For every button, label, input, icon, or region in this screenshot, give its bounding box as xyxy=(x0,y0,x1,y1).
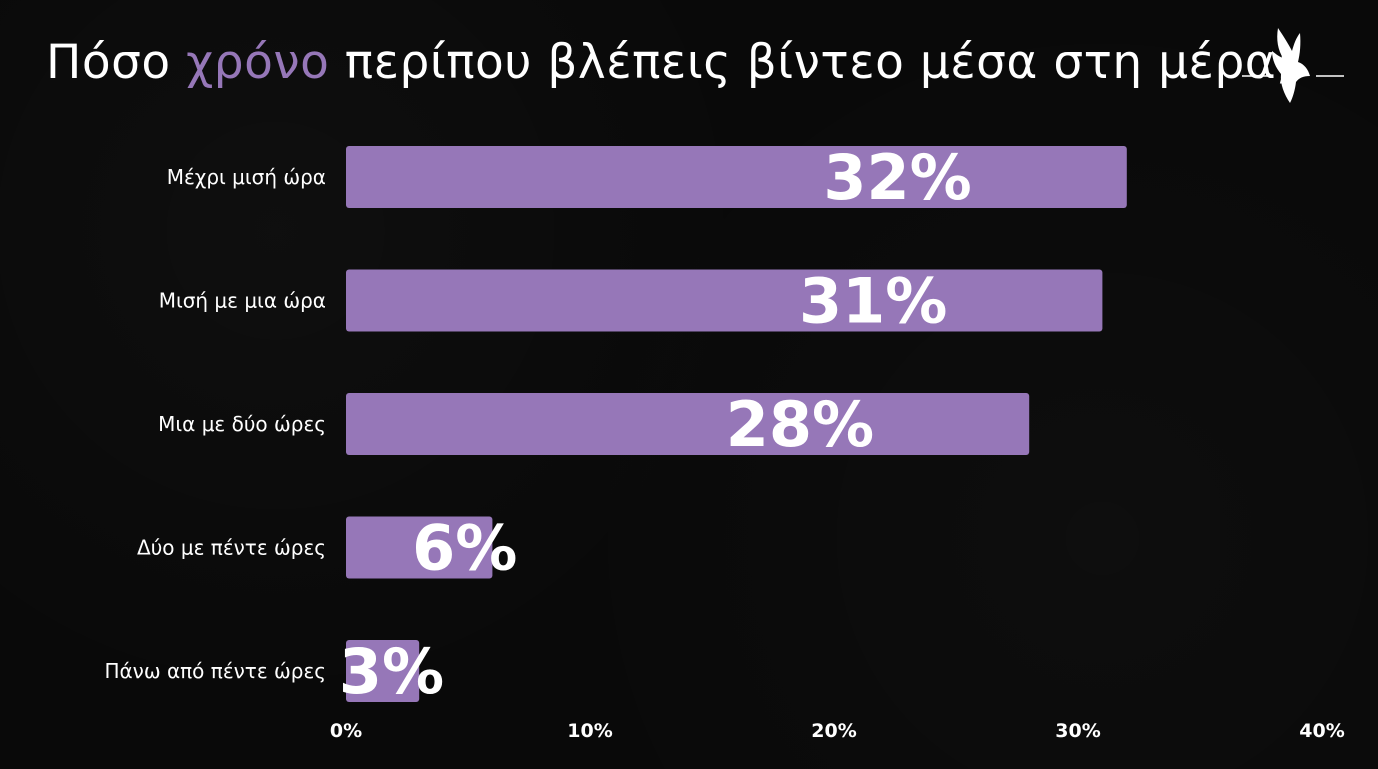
category-label: Μέχρι μισή ώρα xyxy=(167,165,326,189)
value-label: 3% xyxy=(339,635,444,708)
category-labels: Μέχρι μισή ώρα Μισή με μια ώρα Μια με δύο … xyxy=(104,165,326,683)
bars-layer xyxy=(346,146,1127,702)
bar-5 xyxy=(346,640,420,702)
category-label: Δύο με πέντε ώρες xyxy=(137,536,326,560)
title-end: περίπου βλέπεις βίντεο μέσα στη μέρα; xyxy=(344,35,1293,90)
category-label: Μισή με μια ώρα xyxy=(159,289,326,313)
title-accent-word: χρόνο xyxy=(186,35,330,90)
x-tick-label: 30% xyxy=(1055,720,1100,742)
x-tick-label: 40% xyxy=(1299,720,1344,742)
value-label: 6% xyxy=(412,512,517,585)
value-label: 28% xyxy=(726,388,874,461)
value-labels: 32% 31% 28% 6% 3% xyxy=(339,141,972,708)
bar-3 xyxy=(346,393,1030,455)
bar-4 xyxy=(346,516,493,579)
x-tick-label: 20% xyxy=(811,720,856,742)
bar-1 xyxy=(346,146,1127,208)
value-label: 31% xyxy=(799,265,947,338)
wing-icon xyxy=(1242,28,1344,103)
value-label: 32% xyxy=(823,141,971,214)
page-title: Πόσο χρόνο περίπου βλέπεις βίντεο μέσα σ… xyxy=(46,30,1293,96)
bar-2 xyxy=(346,269,1103,332)
category-label: Μια με δύο ώρες xyxy=(158,412,326,436)
x-tick-label: 10% xyxy=(567,720,612,742)
x-axis-ticks: 0% 10% 20% 30% 40% xyxy=(330,720,1345,742)
title-start: Πόσο xyxy=(46,35,171,90)
x-tick-label: 0% xyxy=(330,720,362,742)
category-label: Πάνω από πέντε ώρες xyxy=(104,659,326,683)
